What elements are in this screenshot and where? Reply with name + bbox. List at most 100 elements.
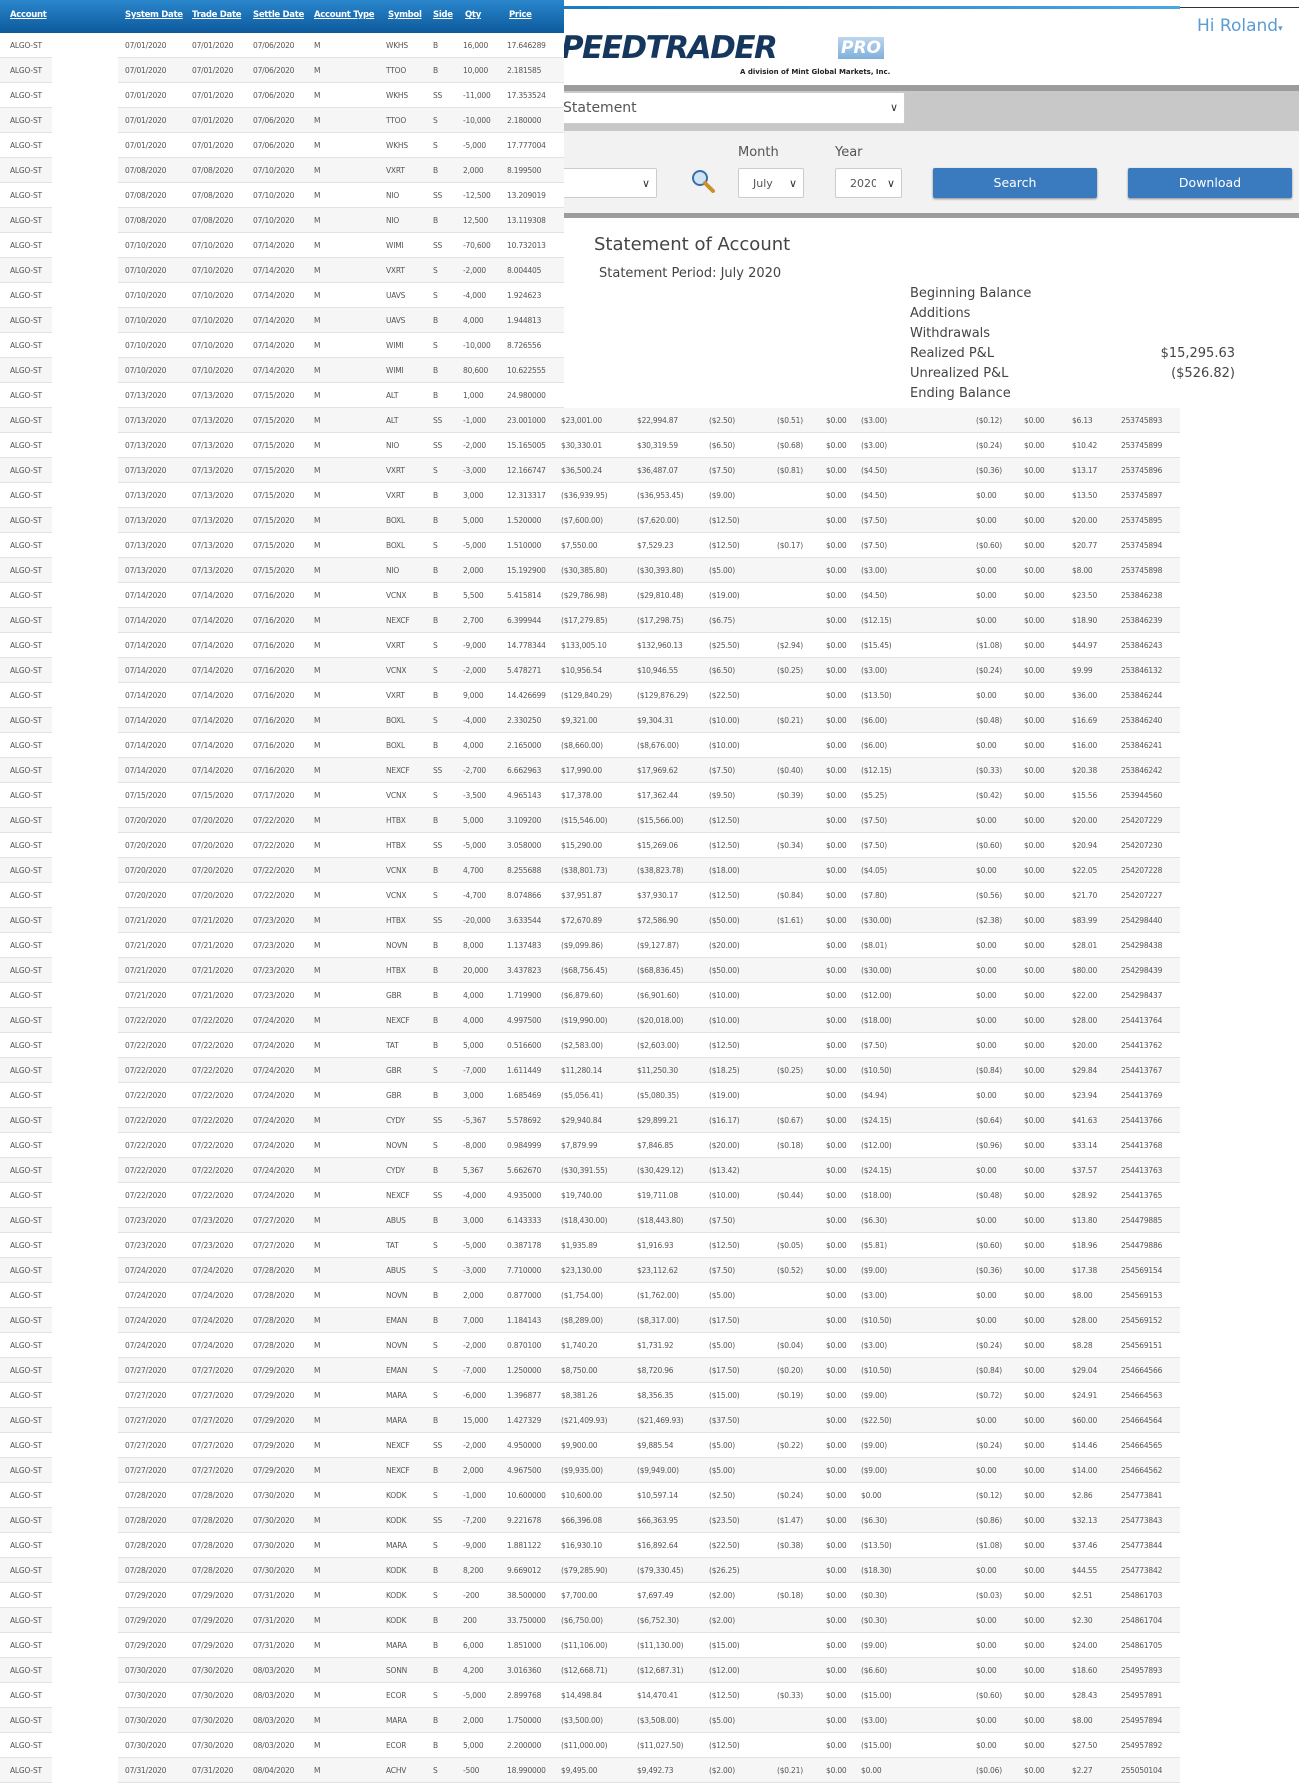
table-row[interactable]: ALGO-ST 07/20/2020 07/20/2020 07/22/2020 M HT… — [0, 808, 1180, 833]
table-row[interactable]: ALGO-ST 07/28/2020 07/28/2020 07/30/2020 M KO… — [0, 1483, 1180, 1508]
table-row[interactable]: ALGO-ST 07/14/2020 07/14/2020 07/16/2020 M NE… — [0, 608, 1180, 633]
table-row[interactable]: ALGO-ST 07/01/2020 07/01/2020 07/06/2020 M TT… — [0, 58, 1180, 83]
table-row[interactable]: ALGO-ST 07/24/2020 07/24/2020 07/28/2020 M AB… — [0, 1258, 1180, 1283]
user-menu[interactable]: Hi Roland▾ — [1197, 16, 1283, 36]
table-row[interactable]: ALGO-ST 07/29/2020 07/29/2020 07/31/2020 M KO… — [0, 1608, 1180, 1633]
table-row[interactable]: ALGO-ST 07/13/2020 07/13/2020 07/15/2020 M VX… — [0, 458, 1180, 483]
table-row[interactable]: ALGO-ST 07/10/2020 07/10/2020 07/14/2020 M WI… — [0, 233, 1180, 258]
table-row[interactable]: ALGO-ST 07/14/2020 07/14/2020 07/16/2020 M VX… — [0, 633, 1180, 658]
column-header-account-type[interactable]: Account Type — [314, 10, 375, 20]
row-background — [118, 83, 564, 108]
cell-rebate: $28.43 — [1072, 1691, 1098, 1700]
table-row[interactable]: ALGO-ST 07/24/2020 07/24/2020 07/28/2020 M EM… — [0, 1308, 1180, 1333]
table-row[interactable]: ALGO-ST 07/21/2020 07/21/2020 07/23/2020 M HT… — [0, 958, 1180, 983]
column-header-side[interactable]: Side — [433, 10, 453, 20]
table-row[interactable]: ALGO-ST 07/14/2020 07/14/2020 07/16/2020 M BO… — [0, 733, 1180, 758]
table-row[interactable]: ALGO-ST 07/13/2020 07/13/2020 07/15/2020 M VX… — [0, 483, 1180, 508]
table-row[interactable]: ALGO-ST 07/10/2020 07/10/2020 07/14/2020 M UA… — [0, 283, 1180, 308]
table-row[interactable]: ALGO-ST 07/22/2020 07/22/2020 07/24/2020 M GB… — [0, 1058, 1180, 1083]
cell-rebate: $80.00 — [1072, 966, 1098, 975]
cell-rebate: $60.00 — [1072, 1416, 1098, 1425]
table-row[interactable]: ALGO-ST 07/20/2020 07/20/2020 07/22/2020 M HT… — [0, 833, 1180, 858]
table-row[interactable]: ALGO-ST 07/27/2020 07/27/2020 07/29/2020 M NE… — [0, 1433, 1180, 1458]
search-button[interactable]: Search — [933, 168, 1097, 198]
column-header-system-date[interactable]: System Date — [125, 10, 183, 20]
table-row[interactable]: ALGO-ST 07/22/2020 07/22/2020 07/24/2020 M NE… — [0, 1008, 1180, 1033]
table-row[interactable]: ALGO-ST 07/13/2020 07/13/2020 07/15/2020 M AL… — [0, 383, 1180, 408]
table-row[interactable]: ALGO-ST 07/13/2020 07/13/2020 07/15/2020 M NI… — [0, 558, 1180, 583]
table-row[interactable]: ALGO-ST 07/27/2020 07/27/2020 07/29/2020 M MA… — [0, 1408, 1180, 1433]
report-type-select[interactable]: Statement ∨ — [564, 92, 905, 124]
table-row[interactable]: ALGO-ST 07/30/2020 07/30/2020 08/03/2020 M SO… — [0, 1658, 1180, 1683]
table-row[interactable]: ALGO-ST 07/13/2020 07/13/2020 07/15/2020 M AL… — [0, 408, 1180, 433]
table-row[interactable]: ALGO-ST 07/01/2020 07/01/2020 07/06/2020 M WK… — [0, 83, 1180, 108]
column-header-qty[interactable]: Qty — [465, 10, 481, 20]
table-row[interactable]: ALGO-ST 07/22/2020 07/22/2020 07/24/2020 M NE… — [0, 1183, 1180, 1208]
table-row[interactable]: ALGO-ST 07/13/2020 07/13/2020 07/15/2020 M BO… — [0, 533, 1180, 558]
table-row[interactable]: ALGO-ST 07/14/2020 07/14/2020 07/16/2020 M VC… — [0, 583, 1180, 608]
table-row[interactable]: ALGO-ST 07/14/2020 07/14/2020 07/16/2020 M NE… — [0, 758, 1180, 783]
table-row[interactable]: ALGO-ST 07/29/2020 07/29/2020 07/31/2020 M KO… — [0, 1583, 1180, 1608]
table-row[interactable]: ALGO-ST 07/15/2020 07/15/2020 07/17/2020 M VC… — [0, 783, 1180, 808]
table-row[interactable]: ALGO-ST 07/08/2020 07/08/2020 07/10/2020 M NI… — [0, 183, 1180, 208]
cell-price: 2.899768 — [507, 1691, 542, 1700]
table-row[interactable]: ALGO-ST 07/28/2020 07/28/2020 07/30/2020 M KO… — [0, 1508, 1180, 1533]
table-row[interactable]: ALGO-ST 07/21/2020 07/21/2020 07/23/2020 M NO… — [0, 933, 1180, 958]
table-row[interactable]: ALGO-ST 07/08/2020 07/08/2020 07/10/2020 M NI… — [0, 208, 1180, 233]
column-header-symbol[interactable]: Symbol — [388, 10, 422, 20]
table-row[interactable]: ALGO-ST 07/22/2020 07/22/2020 07/24/2020 M CY… — [0, 1108, 1180, 1133]
column-header-price[interactable]: Price — [509, 10, 532, 20]
cell-symbol: GBR — [386, 991, 402, 1000]
table-row[interactable]: ALGO-ST 07/14/2020 07/14/2020 07/16/2020 M BO… — [0, 708, 1180, 733]
table-row[interactable]: ALGO-ST 07/28/2020 07/28/2020 07/30/2020 M KO… — [0, 1558, 1180, 1583]
table-row[interactable]: ALGO-ST 07/20/2020 07/20/2020 07/22/2020 M VC… — [0, 858, 1180, 883]
table-row[interactable]: ALGO-ST 07/10/2020 07/10/2020 07/14/2020 M VX… — [0, 258, 1180, 283]
table-row[interactable]: ALGO-ST 07/14/2020 07/14/2020 07/16/2020 M VC… — [0, 658, 1180, 683]
table-row[interactable]: ALGO-ST 07/22/2020 07/22/2020 07/24/2020 M CY… — [0, 1158, 1180, 1183]
table-row[interactable]: ALGO-ST 07/24/2020 07/24/2020 07/28/2020 M NO… — [0, 1283, 1180, 1308]
table-row[interactable]: ALGO-ST 07/22/2020 07/22/2020 07/24/2020 M NO… — [0, 1133, 1180, 1158]
table-row[interactable]: ALGO-ST 07/21/2020 07/21/2020 07/23/2020 M GB… — [0, 983, 1180, 1008]
table-row[interactable]: ALGO-ST 07/30/2020 07/30/2020 08/03/2020 M MA… — [0, 1708, 1180, 1733]
column-header-trade-date[interactable]: Trade Date — [192, 10, 242, 20]
table-row[interactable]: ALGO-ST 07/10/2020 07/10/2020 07/14/2020 M UA… — [0, 308, 1180, 333]
table-row[interactable]: ALGO-ST 07/30/2020 07/30/2020 08/03/2020 M EC… — [0, 1733, 1180, 1758]
column-header-settle-date[interactable]: Settle Date — [253, 10, 304, 20]
cell-net-amount: $17,969.62 — [637, 766, 678, 775]
magnifier-icon[interactable] — [690, 168, 716, 194]
cell-settle-date: 07/16/2020 — [253, 741, 295, 750]
table-row[interactable]: ALGO-ST 07/13/2020 07/13/2020 07/15/2020 M BO… — [0, 508, 1180, 533]
table-row[interactable]: ALGO-ST 07/10/2020 07/10/2020 07/14/2020 M WI… — [0, 333, 1180, 358]
table-row[interactable]: ALGO-ST 07/13/2020 07/13/2020 07/15/2020 M NI… — [0, 433, 1180, 458]
cell-net-amount: ($9,127.87) — [637, 941, 679, 950]
cell-price: 7.710000 — [507, 1266, 542, 1275]
account-select[interactable]: ∨ — [564, 168, 657, 198]
table-row[interactable]: ALGO-ST 07/08/2020 07/08/2020 07/10/2020 M VX… — [0, 158, 1180, 183]
cell-account-type: M — [314, 941, 321, 950]
table-row[interactable]: ALGO-ST 07/27/2020 07/27/2020 07/29/2020 M NE… — [0, 1458, 1180, 1483]
table-row[interactable]: ALGO-ST 07/24/2020 07/24/2020 07/28/2020 M NO… — [0, 1333, 1180, 1358]
table-row[interactable]: ALGO-ST 07/27/2020 07/27/2020 07/29/2020 M MA… — [0, 1383, 1180, 1408]
month-select[interactable]: July ∨ — [738, 168, 804, 198]
table-row[interactable]: ALGO-ST 07/23/2020 07/23/2020 07/27/2020 M AB… — [0, 1208, 1180, 1233]
table-row[interactable]: ALGO-ST 07/28/2020 07/28/2020 07/30/2020 M MA… — [0, 1533, 1180, 1558]
table-row[interactable]: ALGO-ST 07/30/2020 07/30/2020 08/03/2020 M EC… — [0, 1683, 1180, 1708]
cell-trade-date: 07/08/2020 — [192, 166, 234, 175]
table-row[interactable]: ALGO-ST 07/22/2020 07/22/2020 07/24/2020 M GB… — [0, 1083, 1180, 1108]
table-row[interactable]: ALGO-ST 07/01/2020 07/01/2020 07/06/2020 M TT… — [0, 108, 1180, 133]
table-row[interactable]: ALGO-ST 07/29/2020 07/29/2020 07/31/2020 M MA… — [0, 1633, 1180, 1658]
table-row[interactable]: ALGO-ST 07/01/2020 07/01/2020 07/06/2020 M WK… — [0, 133, 1180, 158]
table-row[interactable]: ALGO-ST 07/20/2020 07/20/2020 07/22/2020 M VC… — [0, 883, 1180, 908]
table-row[interactable]: ALGO-ST 07/10/2020 07/10/2020 07/14/2020 M WI… — [0, 358, 1180, 383]
cell-fee-c: ($0.24) — [976, 441, 1002, 450]
year-select[interactable]: 2020 ∨ — [835, 168, 902, 198]
column-header-account[interactable]: Account — [10, 10, 47, 20]
table-row[interactable]: ALGO-ST 07/22/2020 07/22/2020 07/24/2020 M TA… — [0, 1033, 1180, 1058]
table-row[interactable]: ALGO-ST 07/21/2020 07/21/2020 07/23/2020 M HT… — [0, 908, 1180, 933]
table-row[interactable]: ALGO-ST 07/23/2020 07/23/2020 07/27/2020 M TA… — [0, 1233, 1180, 1258]
table-row[interactable]: ALGO-ST 07/14/2020 07/14/2020 07/16/2020 M VX… — [0, 683, 1180, 708]
table-row[interactable]: ALGO-ST 07/01/2020 07/01/2020 07/06/2020 M WK… — [0, 33, 1180, 58]
table-row[interactable]: ALGO-ST 07/27/2020 07/27/2020 07/29/2020 M EM… — [0, 1358, 1180, 1383]
table-row[interactable]: ALGO-ST 07/31/2020 07/31/2020 08/04/2020 M AC… — [0, 1758, 1180, 1783]
download-button[interactable]: Download — [1128, 168, 1292, 198]
